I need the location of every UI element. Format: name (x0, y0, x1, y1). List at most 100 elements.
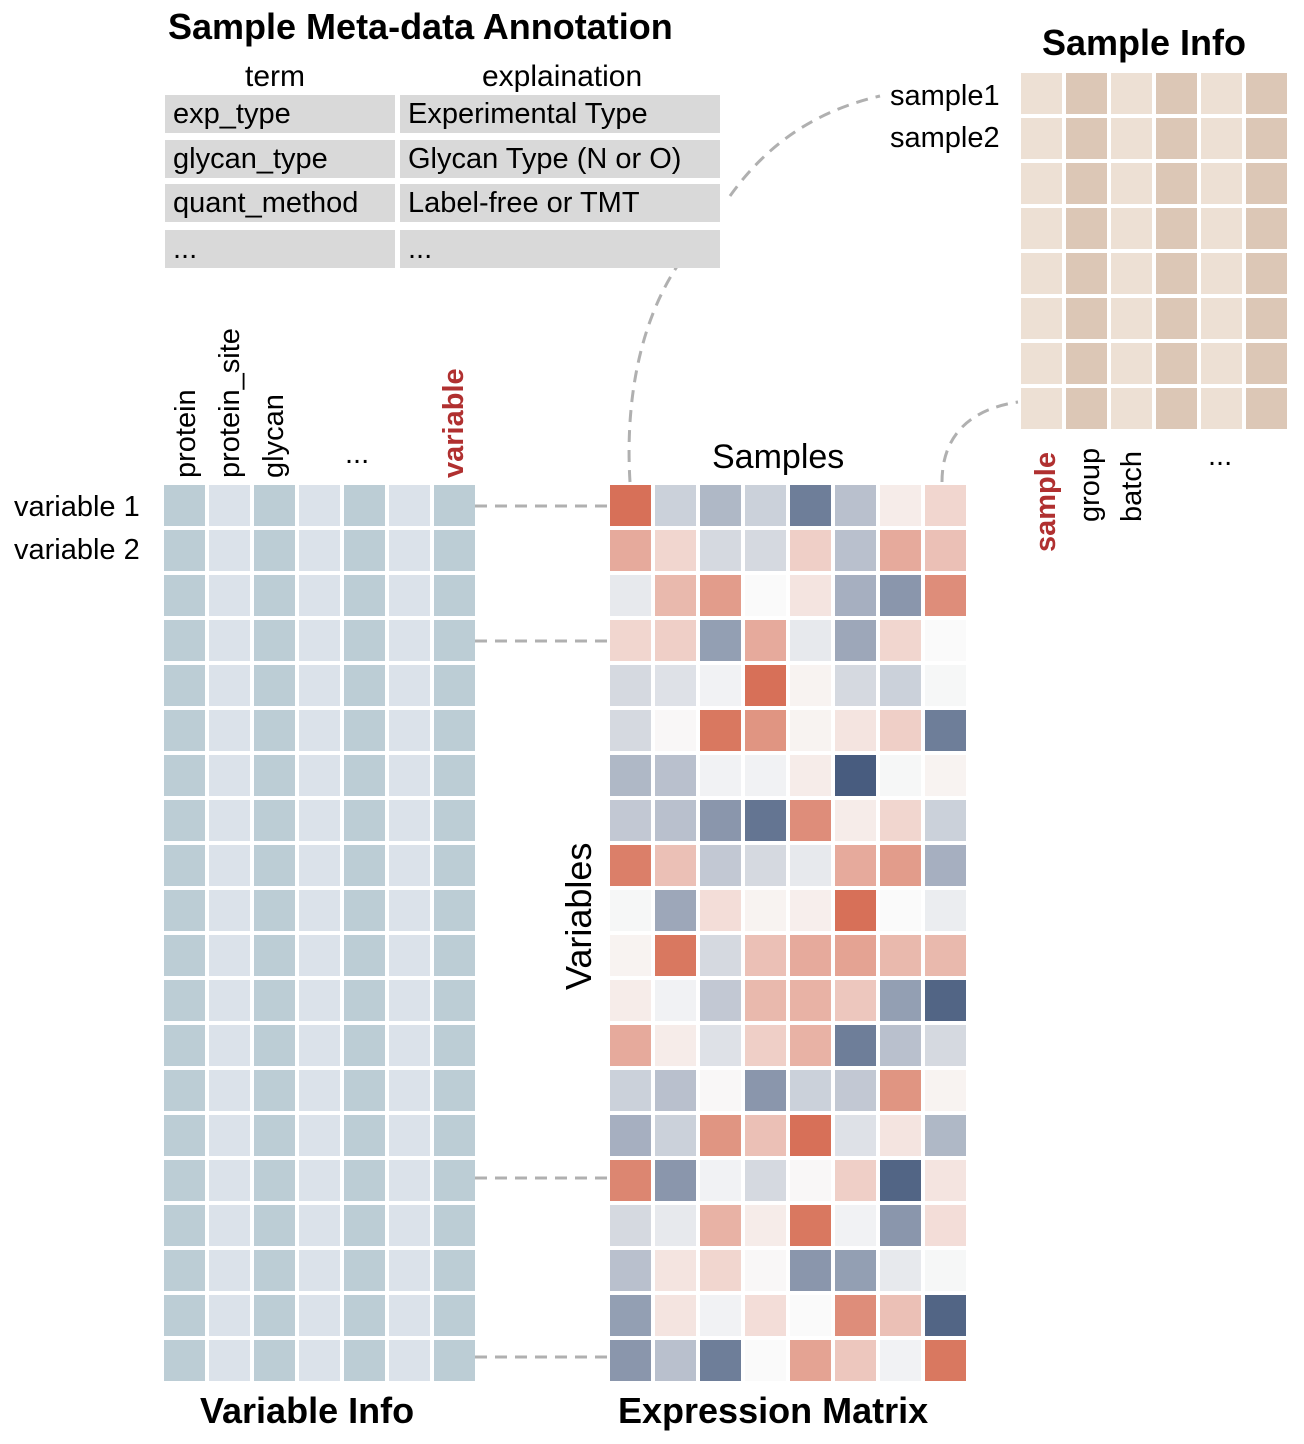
sample-info-cell (1066, 208, 1107, 249)
expression-cell (790, 755, 831, 796)
meta-header-term: term (245, 60, 305, 93)
expression-cell (610, 710, 651, 751)
variable-info-cell (344, 1340, 385, 1381)
variables-axis-label: Variables (558, 842, 599, 990)
expression-cell (745, 1295, 786, 1336)
variable-info-cell (164, 1250, 205, 1291)
expression-cell (790, 575, 831, 616)
column-header-variable: variable (438, 368, 470, 478)
expression-cell (700, 935, 741, 976)
expression-cell (745, 1070, 786, 1111)
expression-cell (925, 665, 966, 706)
expression-cell (745, 980, 786, 1021)
column-header-protein: protein (170, 389, 202, 478)
expression-cell (655, 1205, 696, 1246)
meta-to-matrix-connector (627, 261, 682, 483)
variable-info-cell (434, 800, 475, 841)
sample-info-cell (1021, 118, 1062, 159)
variable-info-cell (434, 980, 475, 1021)
expression-cell (880, 845, 921, 886)
sample-info-cell (1246, 298, 1287, 339)
variable-info-cell (389, 1115, 430, 1156)
variable-info-cell (299, 800, 340, 841)
variable-info-cell (434, 935, 475, 976)
meta-header-explanation: explaination (482, 60, 643, 93)
sample-row-label: sample1 (890, 80, 1000, 112)
variable-info-cell (434, 1160, 475, 1201)
variable-info-cell (344, 1115, 385, 1156)
variable-info-title: Variable Info (200, 1390, 415, 1431)
sample-info-cell (1111, 118, 1152, 159)
sample-info-cell (1156, 73, 1197, 114)
expression-cell (745, 1115, 786, 1156)
variable-info-cell (344, 485, 385, 526)
expression-cell (835, 755, 876, 796)
variable-info-cell (434, 755, 475, 796)
variable-info-cell (344, 665, 385, 706)
expression-matrix-title: Expression Matrix (618, 1390, 929, 1431)
expression-cell (835, 1160, 876, 1201)
sample-info-cell (1021, 163, 1062, 204)
variable-info-cell (209, 1340, 250, 1381)
expression-cell (610, 1250, 651, 1291)
expression-cell (700, 1070, 741, 1111)
sample-row-label: sample2 (890, 122, 1000, 154)
expression-cell (700, 1250, 741, 1291)
sample-column-header-ellipsis: ... (1208, 440, 1233, 472)
expression-cell (745, 1340, 786, 1381)
sample-info-cell (1111, 253, 1152, 294)
expression-cell (925, 890, 966, 931)
variable-info-cell (254, 530, 295, 571)
sample-info-cell (1111, 163, 1152, 204)
expression-cell (655, 980, 696, 1021)
variable-info-cell (389, 800, 430, 841)
expression-cell (835, 1205, 876, 1246)
meta-explanation-cell: ... (400, 230, 720, 268)
sample-info-cell (1111, 73, 1152, 114)
sample-info-cell (1021, 208, 1062, 249)
expression-cell (610, 575, 651, 616)
expression-cell (880, 1070, 921, 1111)
variable-info-cell (434, 845, 475, 886)
variable-info-cell (164, 1340, 205, 1381)
expression-cell (925, 575, 966, 616)
expression-cell (610, 1115, 651, 1156)
expression-cell (700, 890, 741, 931)
sample-info-cell (1066, 388, 1107, 429)
expression-cell (610, 1205, 651, 1246)
variable-info-cell (299, 485, 340, 526)
variable-info-cell (389, 485, 430, 526)
expression-cell (700, 1115, 741, 1156)
expression-cell (745, 845, 786, 886)
expression-cell (790, 1160, 831, 1201)
expression-cell (745, 620, 786, 661)
variable-info-cell (164, 980, 205, 1021)
variable-info-cell (164, 935, 205, 976)
sample-info-cell (1066, 343, 1107, 384)
sample-info-cell (1066, 298, 1107, 339)
expression-cell (655, 530, 696, 571)
variable-info-cell (344, 530, 385, 571)
expression-cell (790, 1295, 831, 1336)
expression-cell (700, 575, 741, 616)
sample-info-cell (1111, 298, 1152, 339)
variable-info-cell (299, 845, 340, 886)
variable-info-cell (434, 1340, 475, 1381)
sample-info-cell (1156, 163, 1197, 204)
variable-info-cell (254, 1205, 295, 1246)
meta-explanation-cell: Label-free or TMT (400, 184, 720, 222)
variable-info-cell (209, 890, 250, 931)
variable-info-cell (299, 1250, 340, 1291)
variable-info-cell (164, 620, 205, 661)
variable-info-cell (254, 755, 295, 796)
variable-info-cell (344, 620, 385, 661)
expression-cell (925, 1025, 966, 1066)
expression-cell (610, 485, 651, 526)
expression-cell (790, 1250, 831, 1291)
expression-cell (790, 710, 831, 751)
variable-info-cell (254, 1115, 295, 1156)
variable-info-cell (344, 755, 385, 796)
variable-info-cell (209, 530, 250, 571)
sample-info-cell (1201, 208, 1242, 249)
